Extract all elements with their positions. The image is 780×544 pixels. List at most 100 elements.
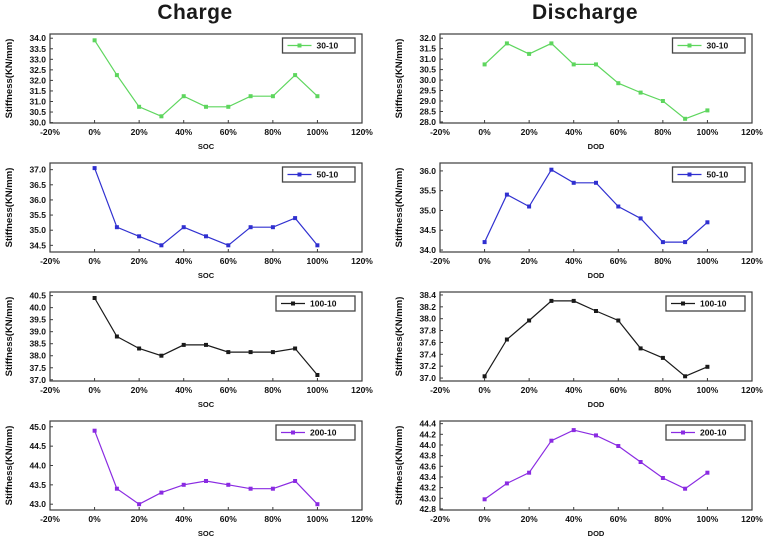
data-point-marker: [248, 225, 253, 230]
x-axis: -20% 0% 20% 40% 60% 80% 100% 120% DOD: [430, 507, 763, 538]
data-point-marker: [248, 350, 253, 355]
y-tick-label: 30.5: [29, 107, 46, 117]
x-tick-label: 100%: [307, 256, 329, 266]
x-tick-label: 120%: [741, 385, 763, 395]
legend: 30-10: [281, 37, 356, 54]
chart-charge-50-10: -20% 0% 20% 40% 60% 80% 100% 120% SOC 34.5 35.0 35.…: [0, 155, 390, 284]
x-tick-label: 20%: [131, 256, 148, 266]
y-tick-label: 37.2: [419, 361, 436, 371]
data-point-marker: [92, 38, 97, 43]
x-tick-label: 120%: [741, 127, 763, 137]
y-tick-label: 38.4: [419, 290, 436, 300]
data-point-marker: [114, 73, 119, 78]
y-tick-label: 32.0: [419, 33, 436, 43]
legend-label: 30-10: [317, 41, 339, 51]
x-tick-label: 0%: [478, 514, 491, 524]
y-tick-label: 28.0: [419, 117, 436, 127]
legend: 100-10: [665, 295, 746, 312]
data-point-marker: [638, 460, 643, 464]
data-point-marker: [504, 481, 509, 486]
data-point-marker: [549, 167, 554, 172]
y-tick-label: 37.0: [29, 375, 46, 385]
data-point-marker: [616, 81, 621, 86]
x-axis-title: DOD: [588, 142, 605, 151]
data-point-marker: [638, 346, 643, 351]
y-tick-label: 35.5: [419, 186, 436, 196]
legend: 50-10: [281, 166, 356, 183]
legend: 100-10: [275, 295, 356, 312]
x-tick-label: 20%: [131, 127, 148, 137]
y-axis-title: Stiffness(KN/mm): [4, 39, 15, 119]
y-tick-label: 44.4: [419, 419, 436, 429]
y-tick-label: 37.8: [419, 326, 436, 336]
x-tick-label: -20%: [430, 127, 450, 137]
data-point-marker: [270, 350, 275, 355]
y-axis-title: Stiffness(KN/mm): [4, 168, 15, 248]
data-point-marker: [594, 180, 598, 185]
x-tick-label: 20%: [521, 514, 538, 524]
chart-svg: -20% 0% 20% 40% 60% 80% 100% 120% SOC 34.5 35.0 35.…: [4, 162, 373, 280]
y-axis: 34.0 34.5 35.0 35.5 36.0 Stiffness(KN/mm): [394, 166, 443, 255]
x-tick-label: 100%: [697, 385, 719, 395]
y-tick-label: 32.0: [29, 75, 46, 85]
data-point-marker: [181, 342, 186, 347]
x-tick-label: 80%: [264, 127, 281, 137]
plot-frame: [439, 162, 753, 253]
data-point-marker: [315, 243, 320, 248]
data-point-marker: [293, 479, 298, 483]
x-tick-label: -20%: [430, 514, 450, 524]
discharge-column-title: Discharge: [531, 1, 639, 24]
data-point-marker: [594, 309, 598, 313]
data-point-marker: [482, 497, 487, 502]
y-tick-label: 43.6: [419, 461, 436, 471]
data-point-marker: [482, 240, 487, 245]
x-tick-label: -20%: [40, 385, 60, 395]
x-axis: -20% 0% 20% 40% 60% 80% 100% 120% SOC: [40, 120, 373, 151]
data-point-marker: [293, 216, 298, 221]
x-tick-label: 80%: [264, 256, 281, 266]
data-point-marker: [159, 353, 164, 358]
x-tick-label: 100%: [697, 256, 719, 266]
x-tick-label: 80%: [654, 127, 671, 137]
data-point-marker: [660, 240, 665, 245]
y-axis: 43.0 43.5 44.0 44.5 45.0 Stiffness(KN/mm): [4, 422, 53, 509]
chart-charge-200-10: -20% 0% 20% 40% 60% 80% 100% 120% SOC 43.0 43.5 44.…: [0, 413, 390, 542]
data-point-marker: [571, 428, 576, 433]
y-tick-label: 31.5: [29, 86, 46, 96]
x-tick-label: -20%: [40, 256, 60, 266]
data-point-marker: [660, 355, 665, 360]
chart-charge-100-10: -20% 0% 20% 40% 60% 80% 100% 120% SOC 37.0 37.5 38.…: [0, 284, 390, 413]
y-tick-label: 32.5: [29, 65, 46, 75]
y-tick-label: 28.5: [419, 106, 436, 116]
y-axis-title: Stiffness(KN/mm): [4, 297, 15, 377]
x-tick-label: 100%: [307, 514, 329, 524]
y-tick-label: 40.0: [29, 303, 46, 313]
x-tick-label: 120%: [351, 514, 373, 524]
charge-column-title: Charge: [157, 1, 233, 24]
y-axis: 37.0 37.5 38.0 38.5 39.0 39.5 40.0 40.5 Stiffnes…: [4, 291, 53, 385]
y-axis-title: Stiffness(KN/mm): [4, 426, 15, 506]
legend-label: 30-10: [707, 41, 729, 51]
y-tick-label: 43.0: [419, 493, 436, 503]
legend-marker: [687, 172, 692, 177]
legend-label: 200-10: [700, 428, 727, 438]
x-tick-label: 20%: [521, 256, 538, 266]
y-tick-label: 42.8: [419, 504, 436, 514]
x-tick-label: 0%: [478, 385, 491, 395]
y-tick-label: 43.4: [419, 472, 436, 482]
chart-svg: -20% 0% 20% 40% 60% 80% 100% 120% SOC 37.0 37.5 38.…: [4, 291, 373, 409]
data-point-marker: [159, 243, 164, 248]
chart-discharge-50-10: -20% 0% 20% 40% 60% 80% 100% 120% DOD 34.0 34.5 35.…: [390, 155, 780, 284]
y-tick-label: 38.2: [419, 302, 436, 312]
data-point-marker: [315, 94, 320, 99]
chart-discharge-30-10: -20% 0% 20% 40% 60% 80% 100% 120% DOD 28.0 28.5 29.…: [390, 26, 780, 155]
y-tick-label: 37.5: [29, 363, 46, 373]
x-axis: -20% 0% 20% 40% 60% 80% 100% 120% DOD: [430, 120, 763, 151]
x-tick-label: -20%: [40, 127, 60, 137]
chart-svg: -20% 0% 20% 40% 60% 80% 100% 120% DOD 34.0 34.5 35.…: [394, 162, 763, 280]
data-point-marker: [226, 482, 231, 487]
data-point-marker: [181, 94, 186, 99]
data-point-marker: [270, 486, 275, 491]
data-point-marker: [482, 62, 487, 67]
data-point-marker: [92, 428, 97, 433]
